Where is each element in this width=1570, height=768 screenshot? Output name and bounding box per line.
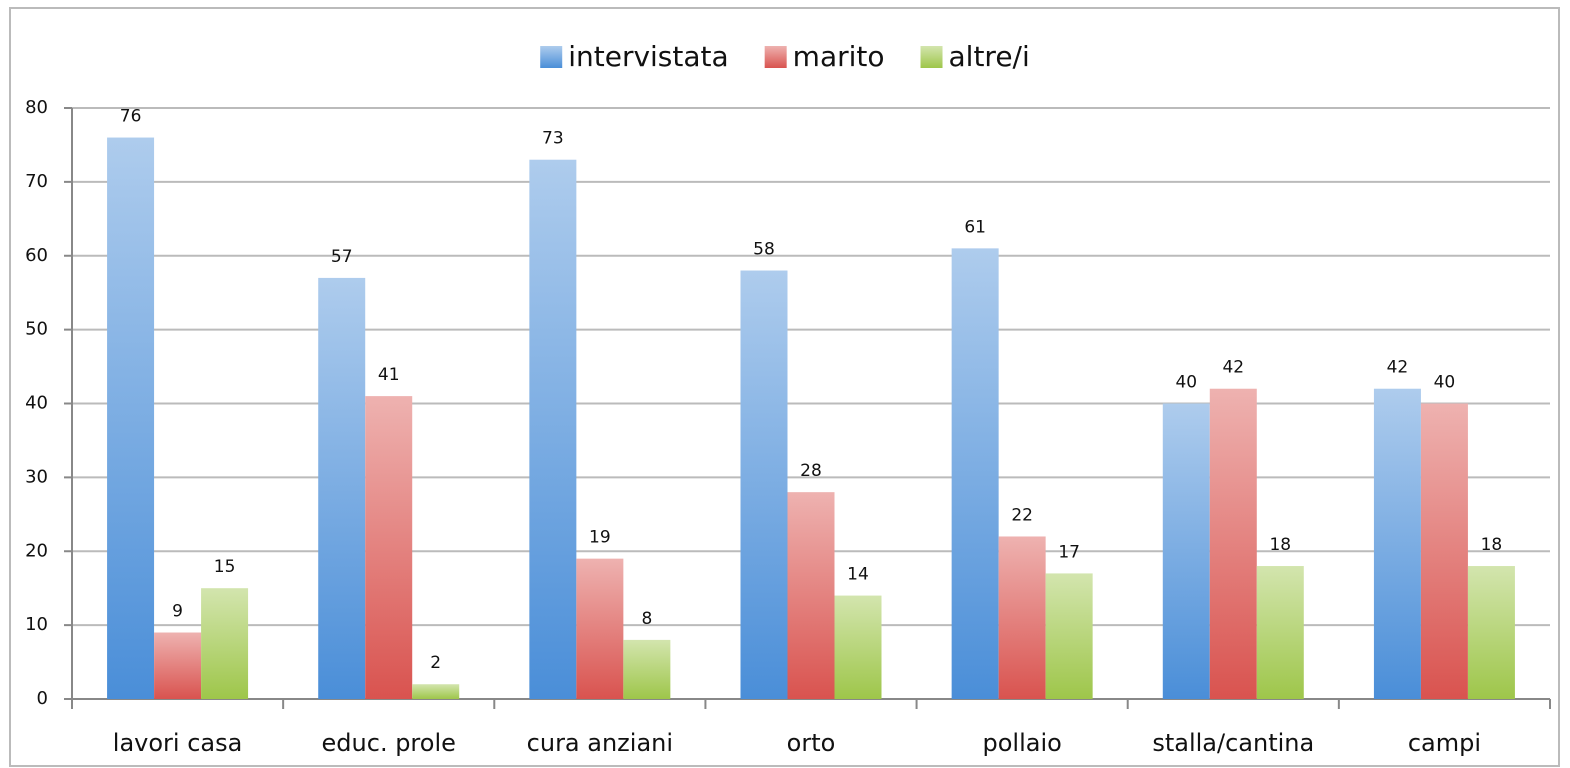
y-tick-label: 60 <box>25 245 48 266</box>
y-tick-label: 50 <box>25 319 48 340</box>
value-label: 28 <box>800 461 822 481</box>
bar <box>318 277 366 699</box>
value-label: 40 <box>1434 373 1456 393</box>
value-label: 2 <box>430 653 441 673</box>
x-tick-label: stalla/cantina <box>1152 729 1314 757</box>
value-label: 22 <box>1011 505 1033 525</box>
y-tick-label: 0 <box>37 688 48 709</box>
bar <box>576 558 624 699</box>
value-label: 73 <box>542 129 564 149</box>
x-tick-label: educ. prole <box>322 729 456 757</box>
bar <box>1162 403 1210 699</box>
bar <box>834 595 882 699</box>
value-label: 76 <box>120 107 142 127</box>
bar <box>998 536 1046 699</box>
value-label: 15 <box>214 557 236 577</box>
y-tick-label: 30 <box>25 466 48 487</box>
value-label: 9 <box>172 602 183 622</box>
legend-swatch <box>540 46 563 68</box>
bar <box>201 588 249 699</box>
value-label: 61 <box>964 217 986 237</box>
bar <box>740 270 788 699</box>
bar <box>951 248 999 700</box>
bar <box>529 159 577 699</box>
y-tick-label: 40 <box>25 393 48 414</box>
bar <box>1209 388 1257 699</box>
bar <box>1373 388 1421 699</box>
value-label: 40 <box>1175 373 1197 393</box>
legend-label: intervistata <box>568 40 728 73</box>
y-tick-label: 20 <box>25 540 48 561</box>
legend-swatch <box>764 46 787 68</box>
x-tick-label: pollaio <box>982 729 1061 757</box>
bar <box>1045 573 1093 699</box>
x-tick-label: cura anziani <box>527 729 673 757</box>
value-label: 8 <box>641 609 652 629</box>
value-label: 18 <box>1269 535 1291 555</box>
value-label: 17 <box>1058 542 1080 562</box>
legend-label: marito <box>793 40 885 73</box>
x-tick-label: orto <box>787 729 836 757</box>
bar <box>365 396 413 699</box>
value-label: 18 <box>1481 535 1503 555</box>
x-tick-label: campi <box>1408 729 1481 757</box>
value-label: 42 <box>1387 358 1409 378</box>
value-label: 19 <box>589 528 611 548</box>
y-tick-label: 70 <box>25 171 48 192</box>
value-label: 14 <box>847 565 869 585</box>
bar <box>623 639 671 699</box>
value-label: 41 <box>378 365 400 385</box>
y-tick-label: 80 <box>25 97 48 118</box>
y-tick-label: 10 <box>25 614 48 635</box>
bar <box>154 632 202 699</box>
bar <box>107 137 155 700</box>
bar <box>1467 566 1515 699</box>
bar <box>1420 403 1468 699</box>
legend-swatch <box>920 46 943 68</box>
bar <box>787 492 835 699</box>
value-label: 42 <box>1222 358 1244 378</box>
x-tick-label: lavori casa <box>113 729 243 757</box>
value-label: 57 <box>331 247 353 267</box>
bar <box>1256 566 1304 699</box>
value-label: 58 <box>753 240 775 260</box>
legend-label: altre/i <box>949 40 1030 73</box>
bar <box>412 684 460 699</box>
